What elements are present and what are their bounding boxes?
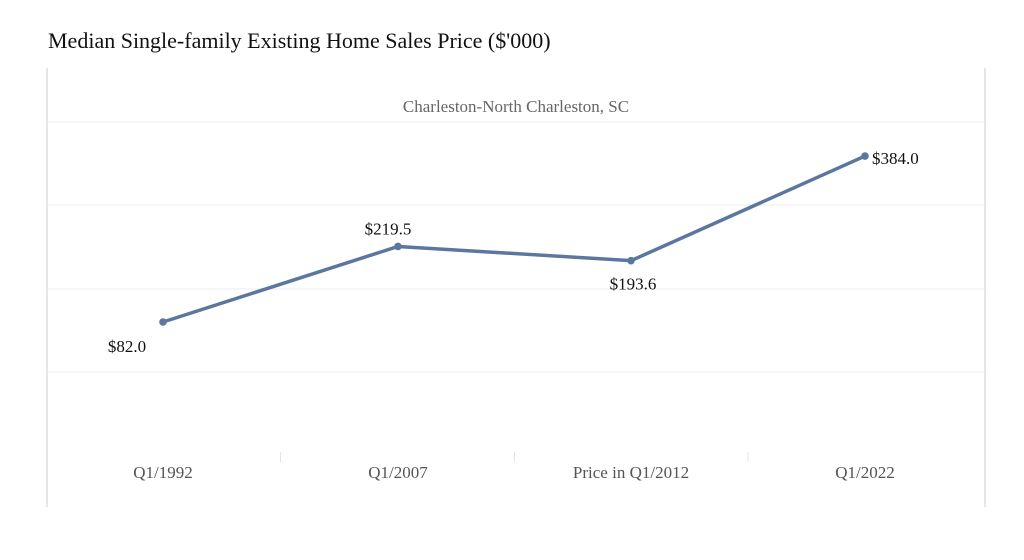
data-point xyxy=(159,318,167,326)
data-label: $82.0 xyxy=(108,337,146,356)
data-point xyxy=(861,152,869,160)
x-tick-label: Q1/2007 xyxy=(368,463,428,482)
x-tick-label: Q1/2022 xyxy=(835,463,895,482)
x-tick-label: Q1/1992 xyxy=(133,463,193,482)
series-price: $82.0 $219.5 $193.6 $384.0 xyxy=(108,149,919,356)
gridlines xyxy=(47,121,985,373)
x-axis: Q1/1992 Q1/2007 Price in Q1/2012 Q1/2022 xyxy=(133,452,895,482)
data-label: $384.0 xyxy=(872,149,919,168)
series-line xyxy=(161,154,867,324)
chart-subtitle: Charleston-North Charleston, SC xyxy=(403,97,629,116)
data-point xyxy=(394,242,402,251)
chart-frame xyxy=(46,68,986,507)
chart-title: Median Single-family Existing Home Sales… xyxy=(48,28,551,53)
data-label: $193.6 xyxy=(610,275,657,294)
x-tick-label: Price in Q1/2012 xyxy=(573,463,689,482)
data-label: $219.5 xyxy=(365,219,412,238)
data-point xyxy=(627,256,635,265)
